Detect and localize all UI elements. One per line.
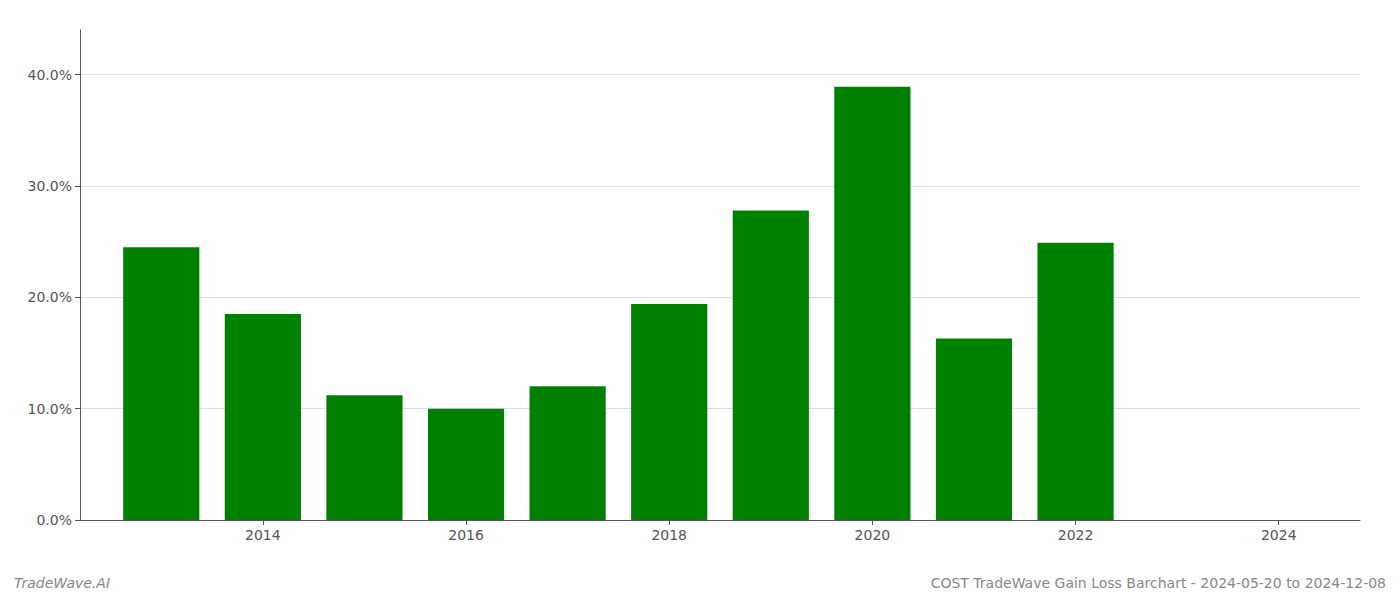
svg-text:COST TradeWave Gain Loss Barch: COST TradeWave Gain Loss Barchart - 2024… <box>931 575 1386 591</box>
svg-text:0.0%: 0.0% <box>36 512 72 528</box>
svg-text:20.0%: 20.0% <box>28 289 72 305</box>
svg-text:2020: 2020 <box>855 527 891 543</box>
svg-text:40.0%: 40.0% <box>28 67 72 83</box>
svg-text:2022: 2022 <box>1058 527 1094 543</box>
svg-text:2018: 2018 <box>651 527 687 543</box>
svg-text:10.0%: 10.0% <box>28 401 72 417</box>
svg-text:2014: 2014 <box>245 527 281 543</box>
svg-text:TradeWave.AI: TradeWave.AI <box>14 575 110 591</box>
svg-text:2016: 2016 <box>448 527 484 543</box>
svg-text:2024: 2024 <box>1261 527 1297 543</box>
svg-text:30.0%: 30.0% <box>28 178 72 194</box>
